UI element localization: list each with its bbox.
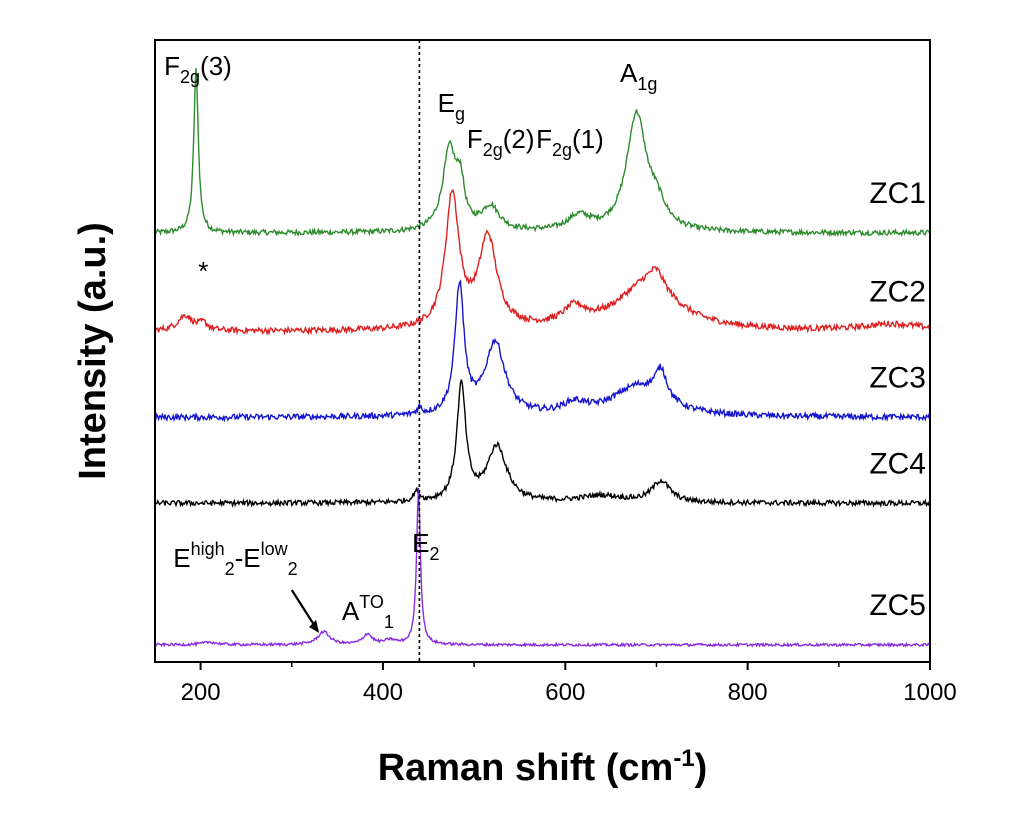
series-line-zc3: [154, 279, 931, 423]
y-axis-title: Intensity (a.u.): [72, 222, 114, 480]
annotation-e2high-e2low: Ehigh2-Elow2: [173, 539, 297, 579]
x-tick-label: 200: [181, 679, 221, 706]
x-tick-label: 600: [545, 679, 585, 706]
x-tick-label: 400: [363, 679, 403, 706]
annotation-f2g3: F2g(3): [164, 51, 232, 87]
series-label-zc4: ZC4: [869, 447, 926, 480]
annotation-a1to: ATO1: [342, 592, 394, 632]
annotation-eg: Eg: [438, 88, 465, 124]
x-axis-title: Raman shift (cm-1): [378, 745, 708, 789]
series-label-zc5: ZC5: [869, 589, 926, 622]
x-tick-label: 800: [728, 679, 768, 706]
series-line-zc1: [154, 67, 931, 238]
plot-frame: [154, 39, 931, 663]
annotation-arrow-head: [309, 620, 320, 633]
series-line-zc4: [154, 379, 930, 509]
series-label-zc3: ZC3: [869, 361, 926, 394]
plot-area: ZC1 ZC2 ZC3 ZC4 ZC5 200 400 600 800 1000 Raman shi…: [72, 39, 957, 789]
annotation-e2: E2: [412, 528, 439, 564]
series-label-zc2: ZC2: [869, 276, 926, 309]
series-line-zc2: [154, 189, 931, 337]
x-tick-label: 1000: [903, 679, 956, 706]
annotation-f2g1: F2g(1): [536, 124, 604, 160]
series-label-zc1: ZC1: [869, 177, 926, 210]
annotation-a1g: A1g: [620, 58, 657, 94]
annotation-asterisk: *: [198, 256, 208, 286]
series-line-zc5: [154, 489, 931, 648]
annotation-f2g2: F2g(2): [467, 124, 535, 160]
